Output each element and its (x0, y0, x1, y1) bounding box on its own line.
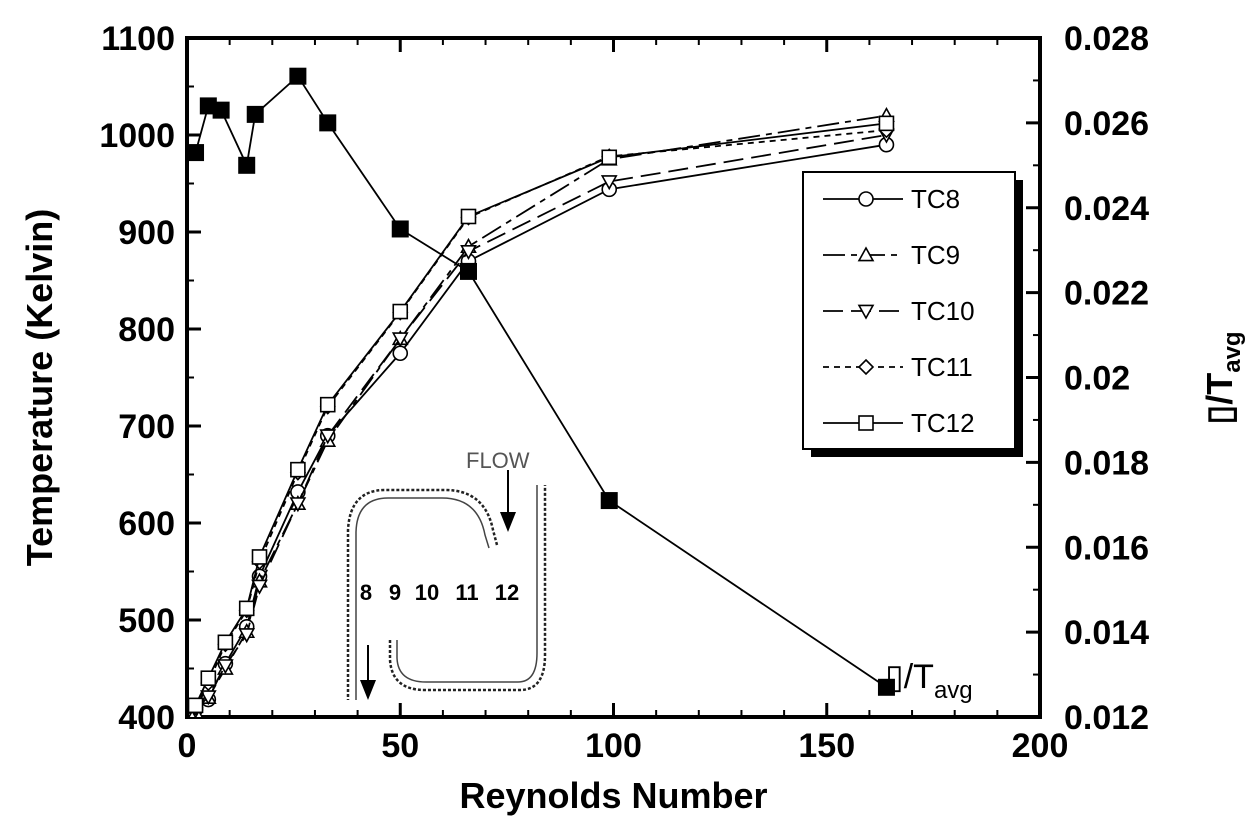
x-tick-label: 150 (798, 727, 855, 765)
data-point-tc12 (187, 697, 204, 714)
series-ratio (187, 67, 895, 696)
data-point-ratio (459, 262, 477, 280)
data-point-tc8 (392, 345, 409, 362)
series-line-tc11 (194, 129, 887, 708)
station-label: 8 (360, 580, 372, 605)
data-point-tc10 (460, 245, 477, 261)
station-label: 11 (455, 580, 478, 605)
station-label: 9 (389, 580, 401, 605)
data-point-tc10 (391, 332, 409, 348)
data-point-ratio (289, 67, 307, 85)
legend-label-tc12: TC12 (911, 408, 975, 438)
legend-label-tc8: TC8 (911, 184, 960, 214)
y2-tick-label: 0.014 (1064, 614, 1149, 652)
data-point-ratio (212, 101, 230, 119)
data-point-tc10 (289, 497, 307, 513)
data-point-tc12 (200, 670, 217, 687)
inset-pipe-upper-inner (355, 497, 490, 700)
legend-marker-tc11 (857, 358, 875, 376)
data-point-ratio (319, 114, 337, 132)
y2-tick-label: 0.02 (1064, 360, 1130, 398)
y-tick-label: 1100 (101, 20, 175, 58)
series-line-tc9 (194, 114, 887, 713)
legend-marker-tc9 (857, 246, 875, 262)
data-point-tc12 (878, 115, 895, 132)
series-tc9 (187, 106, 895, 719)
y2-tick-label: 0.028 (1064, 20, 1149, 58)
data-point-tc12 (290, 461, 306, 478)
y2-tick-label: 0.024 (1064, 190, 1149, 228)
inset-diagram: FLOW 8 9 10 11 12 (346, 448, 547, 700)
flow-arrowhead-top (500, 512, 516, 532)
station-label: 12 (495, 580, 519, 605)
ratio-annotation: ▯/Tavg (885, 658, 973, 704)
series-layer (187, 67, 895, 719)
legend: TC8 TC9 TC10 TC11 TC12 (802, 171, 1023, 457)
data-point-ratio (391, 220, 409, 238)
data-point-tc10 (319, 429, 337, 445)
inset-pipe-lower (388, 485, 547, 692)
series-tc8 (187, 136, 895, 718)
data-point-tc12 (392, 303, 409, 320)
x-tick-label: 200 (1012, 727, 1069, 765)
y-tick-label: 600 (118, 505, 175, 543)
inset-pipe-lower-inner (396, 485, 538, 683)
y2-axis-title: ▯/Tavg (1199, 331, 1245, 424)
y-tick-label: 800 (118, 311, 175, 349)
data-point-tc10 (251, 579, 268, 595)
data-point-tc10 (238, 628, 256, 644)
data-point-tc12 (251, 549, 268, 565)
data-point-ratio (246, 105, 264, 123)
series-line-tc10 (194, 134, 887, 711)
series-line-ratio (194, 74, 887, 689)
labels: Reynolds Number Temperature (Kelvin) ▯/Tav… (19, 209, 1245, 816)
y-tick-label: 500 (118, 602, 175, 640)
series-tc10 (187, 128, 895, 719)
legend-marker-tc8 (858, 191, 874, 207)
data-point-tc10 (600, 175, 618, 191)
data-point-tc10 (217, 659, 234, 675)
y-tick-label: 900 (118, 214, 175, 252)
legend-marker-tc10 (857, 304, 875, 320)
legend-marker-tc12 (858, 415, 874, 431)
data-point-ratio (600, 492, 618, 510)
y-tick-label: 400 (118, 699, 175, 737)
data-point-tc12 (601, 149, 618, 166)
flow-label: FLOW (466, 448, 530, 473)
data-point-tc12 (460, 208, 477, 225)
x-tick-label: 0 (178, 727, 197, 765)
x-tick-label: 50 (381, 727, 419, 765)
x-axis-title: Reynolds Number (459, 775, 767, 816)
legend-label-tc9: TC9 (911, 240, 960, 270)
y2-tick-label: 0.022 (1064, 275, 1149, 313)
x-tick-label: 100 (585, 727, 642, 765)
y2-tick-label: 0.012 (1064, 699, 1149, 737)
y2-tick-label: 0.018 (1064, 444, 1149, 482)
series-tc11 (187, 122, 895, 716)
legend-label-tc10: TC10 (911, 296, 975, 326)
data-point-tc12 (319, 396, 336, 413)
y-tick-label: 700 (118, 408, 175, 446)
legend-label-tc11: TC11 (911, 352, 973, 382)
y-axis-title: Temperature (Kelvin) (19, 209, 60, 566)
y-tick-label: 1000 (99, 117, 175, 155)
flow-arrowhead-bottom (360, 680, 376, 700)
series-line-tc8 (194, 143, 887, 710)
data-point-tc12 (217, 634, 234, 651)
data-point-tc12 (238, 600, 255, 617)
y2-tick-label: 0.026 (1064, 105, 1149, 143)
series-tc12 (187, 115, 895, 714)
station-label: 10 (415, 580, 439, 605)
data-point-ratio (877, 678, 895, 696)
y2-tick-label: 0.016 (1064, 529, 1149, 567)
data-point-ratio (187, 144, 205, 162)
axes: 0 50 100 150 200 400 500 600 700 800 900 1000 1100 0.… (99, 20, 1149, 765)
data-point-ratio (238, 156, 256, 174)
